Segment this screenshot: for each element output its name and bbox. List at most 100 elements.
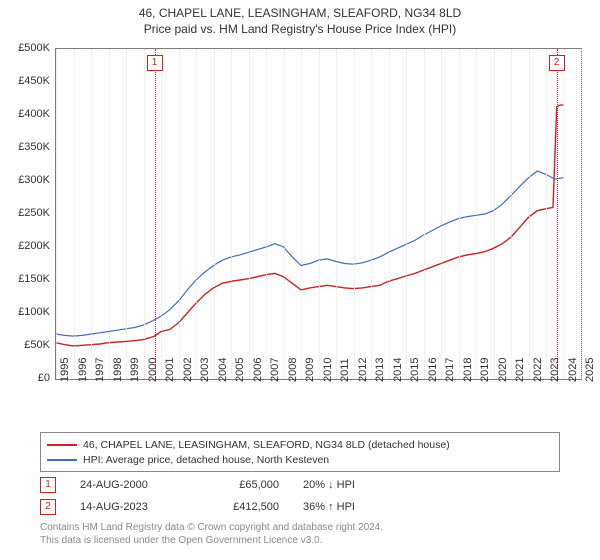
footer-line: Contains HM Land Registry data © Crown c… <box>40 522 383 535</box>
gridline <box>301 49 302 379</box>
x-tick-label: 2008 <box>287 358 299 382</box>
gridline <box>511 49 512 379</box>
x-tick-label: 2007 <box>269 358 281 382</box>
event-marker: 2 <box>40 499 56 515</box>
y-tick-label: £150K <box>18 273 50 285</box>
x-tick-label: 2015 <box>409 358 421 382</box>
series-line-price_paid <box>56 105 564 346</box>
y-tick-label: £100K <box>18 306 50 318</box>
y-tick-label: £500K <box>18 42 50 54</box>
y-tick-label: £450K <box>18 75 50 87</box>
x-tick-label: 1997 <box>94 358 106 382</box>
gridline <box>144 49 145 379</box>
x-tick-label: 2023 <box>549 358 561 382</box>
gridline <box>266 49 267 379</box>
x-tick-label: 2010 <box>322 358 334 382</box>
chart-subtitle: Price paid vs. HM Land Registry's House … <box>0 20 600 40</box>
gridline <box>284 49 285 379</box>
legend-item: 46, CHAPEL LANE, LEASINGHAM, SLEAFORD, N… <box>47 437 553 452</box>
gridline <box>459 49 460 379</box>
gridline <box>529 49 530 379</box>
y-tick-label: £0 <box>38 372 50 384</box>
x-tick-label: 2019 <box>479 358 491 382</box>
x-tick-label: 2009 <box>304 358 316 382</box>
event-date: 24-AUG-2000 <box>80 479 185 491</box>
x-tick-label: 2005 <box>234 358 246 382</box>
footer-line: This data is licensed under the Open Gov… <box>40 535 383 548</box>
attribution: Contains HM Land Registry data © Crown c… <box>40 522 383 547</box>
x-tick-label: 1998 <box>112 358 124 382</box>
gridline <box>354 49 355 379</box>
x-tick-label: 2013 <box>374 358 386 382</box>
gridline <box>389 49 390 379</box>
event-delta: 36% ↑ HPI <box>303 501 393 513</box>
x-tick-label: 1999 <box>129 358 141 382</box>
y-tick-label: £300K <box>18 174 50 186</box>
x-tick-label: 2024 <box>567 358 579 382</box>
x-tick-label: 2011 <box>339 358 351 382</box>
gridline <box>179 49 180 379</box>
plot-area: 12 <box>55 48 582 380</box>
event-marker: 1 <box>40 477 56 493</box>
series-line-hpi <box>56 171 564 336</box>
x-tick-label: 2018 <box>462 358 474 382</box>
x-tick-label: 2016 <box>427 358 439 382</box>
x-tick-label: 2004 <box>217 358 229 382</box>
event-marker-box: 1 <box>147 55 163 71</box>
x-tick-label: 2014 <box>392 358 404 382</box>
y-tick-label: £350K <box>18 141 50 153</box>
y-tick-label: £250K <box>18 207 50 219</box>
legend-swatch <box>47 459 77 461</box>
legend-item: HPI: Average price, detached house, Nort… <box>47 452 553 467</box>
x-tick-label: 1996 <box>77 358 89 382</box>
gridline <box>231 49 232 379</box>
x-tick-label: 2025 <box>584 358 596 382</box>
x-tick-label: 2003 <box>199 358 211 382</box>
gridline <box>441 49 442 379</box>
gridline <box>319 49 320 379</box>
legend-label: HPI: Average price, detached house, Nort… <box>83 454 329 466</box>
event-row: 1 24-AUG-2000 £65,000 20% ↓ HPI <box>40 474 393 496</box>
x-tick-label: 2002 <box>182 358 194 382</box>
gridline <box>196 49 197 379</box>
legend-label: 46, CHAPEL LANE, LEASINGHAM, SLEAFORD, N… <box>83 439 450 451</box>
gridline <box>56 49 57 379</box>
y-tick-label: £200K <box>18 240 50 252</box>
event-price: £65,000 <box>209 479 279 491</box>
gridline <box>406 49 407 379</box>
gridline <box>371 49 372 379</box>
gridline <box>109 49 110 379</box>
figure: 46, CHAPEL LANE, LEASINGHAM, SLEAFORD, N… <box>0 0 600 560</box>
gridline <box>476 49 477 379</box>
event-vline <box>155 49 156 379</box>
x-tick-label: 2017 <box>444 358 456 382</box>
event-marker-box: 2 <box>549 55 565 71</box>
gridline <box>494 49 495 379</box>
y-tick-label: £50K <box>24 339 50 351</box>
x-tick-label: 2000 <box>147 358 159 382</box>
legend-swatch <box>47 444 77 446</box>
event-delta: 20% ↓ HPI <box>303 479 393 491</box>
x-tick-label: 2021 <box>514 358 526 382</box>
gridline <box>249 49 250 379</box>
gridline <box>424 49 425 379</box>
gridline <box>564 49 565 379</box>
y-tick-label: £400K <box>18 108 50 120</box>
event-vline <box>557 49 558 379</box>
x-tick-label: 2006 <box>252 358 264 382</box>
event-date: 14-AUG-2023 <box>80 501 185 513</box>
gridline <box>581 49 582 379</box>
gridline <box>336 49 337 379</box>
x-tick-label: 2020 <box>497 358 509 382</box>
event-price: £412,500 <box>209 501 279 513</box>
gridline <box>126 49 127 379</box>
event-table: 1 24-AUG-2000 £65,000 20% ↓ HPI 2 14-AUG… <box>40 474 393 518</box>
chart-title: 46, CHAPEL LANE, LEASINGHAM, SLEAFORD, N… <box>0 0 600 20</box>
x-tick-label: 2001 <box>164 358 176 382</box>
gridline <box>91 49 92 379</box>
legend: 46, CHAPEL LANE, LEASINGHAM, SLEAFORD, N… <box>40 432 560 472</box>
x-tick-label: 2012 <box>357 358 369 382</box>
event-row: 2 14-AUG-2023 £412,500 36% ↑ HPI <box>40 496 393 518</box>
gridline <box>214 49 215 379</box>
gridline <box>546 49 547 379</box>
